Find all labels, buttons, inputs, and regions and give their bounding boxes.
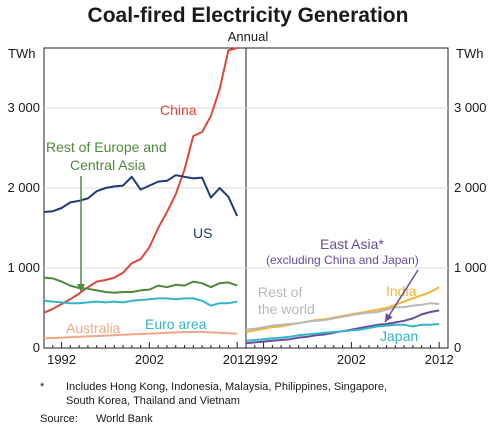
y-tick-left-1000: 1 000	[7, 260, 40, 275]
series-label-the-world: the world	[258, 301, 315, 317]
series-line-us	[43, 174, 239, 217]
series-layer	[43, 47, 440, 345]
axis-ticks: 0 0 1 000 1 000 2 000 2 000 3 000 3 000 1992 2002…	[7, 100, 486, 367]
series-line-euro-area	[43, 297, 238, 307]
series-line-japan	[245, 323, 440, 342]
footnote-line-1: Includes Hong Kong, Indonesia, Malaysia,…	[66, 381, 388, 393]
series-labels: China US Rest of Europe and Central Asia Eur…	[46, 102, 419, 344]
y-tick-right-2000: 2 000	[454, 180, 487, 195]
series-label-rest-of-europe-and: Rest of Europe and	[46, 139, 167, 155]
x-tick-0-2012: 2012	[223, 352, 252, 367]
series-label-euro-area: Euro area	[145, 316, 207, 332]
series-label-rest-of: Rest of	[258, 284, 302, 300]
chart-title: Coal-fired Electricity Generation	[88, 4, 409, 27]
arrow-east-asia-shaft	[384, 269, 419, 323]
y-unit-right: TWh	[456, 46, 483, 61]
footnote-marker: *	[40, 381, 45, 393]
footnote-row-1: *	[40, 380, 44, 394]
x-tick-1-2002: 2002	[337, 352, 366, 367]
series-label-excluding-china-and-japan: (excluding China and Japan)	[266, 253, 419, 267]
series-label-east-asia: East Asia*	[320, 236, 384, 252]
y-tick-right-1000: 1 000	[454, 260, 487, 275]
y-unit-left: TWh	[8, 46, 35, 61]
series-label-china: China	[160, 102, 197, 118]
series-label-japan: Japan	[380, 328, 418, 344]
series-label-india: India	[386, 283, 417, 299]
series-label-australia: Australia	[66, 320, 121, 336]
series-label-central-asia: Central Asia	[70, 157, 146, 173]
series-line-rest-of-the-world	[245, 302, 440, 331]
chart-subtitle: Annual	[228, 29, 269, 44]
x-tick-0-2002: 2002	[135, 352, 164, 367]
footnote-text: Includes Hong Kong, Indonesia, Malaysia,…	[66, 380, 486, 408]
y-tick-right-3000: 3 000	[454, 100, 487, 115]
footnote-line-2: South Korea, Thailand and Vietnam	[66, 395, 240, 407]
y-tick-left-0: 0	[33, 340, 40, 355]
grid	[44, 107, 448, 269]
series-line-china	[43, 47, 238, 314]
series-label-us: US	[193, 225, 212, 241]
x-tick-0-1992: 1992	[47, 352, 76, 367]
source-label: Source:	[40, 413, 78, 425]
arrow-rest-of-europe-head	[77, 284, 85, 292]
source-text: World Bank	[96, 413, 153, 425]
x-tick-1-2012: 2012	[425, 352, 454, 367]
series-line-rest-of-europe-and-central-asia	[43, 276, 238, 294]
y-tick-left-3000: 3 000	[7, 100, 40, 115]
y-tick-right-0: 0	[454, 340, 461, 355]
x-tick-1-1992: 1992	[249, 352, 278, 367]
arrow-east-asia-head	[385, 313, 393, 322]
series-line-australia	[43, 331, 238, 340]
y-tick-left-2000: 2 000	[7, 180, 40, 195]
